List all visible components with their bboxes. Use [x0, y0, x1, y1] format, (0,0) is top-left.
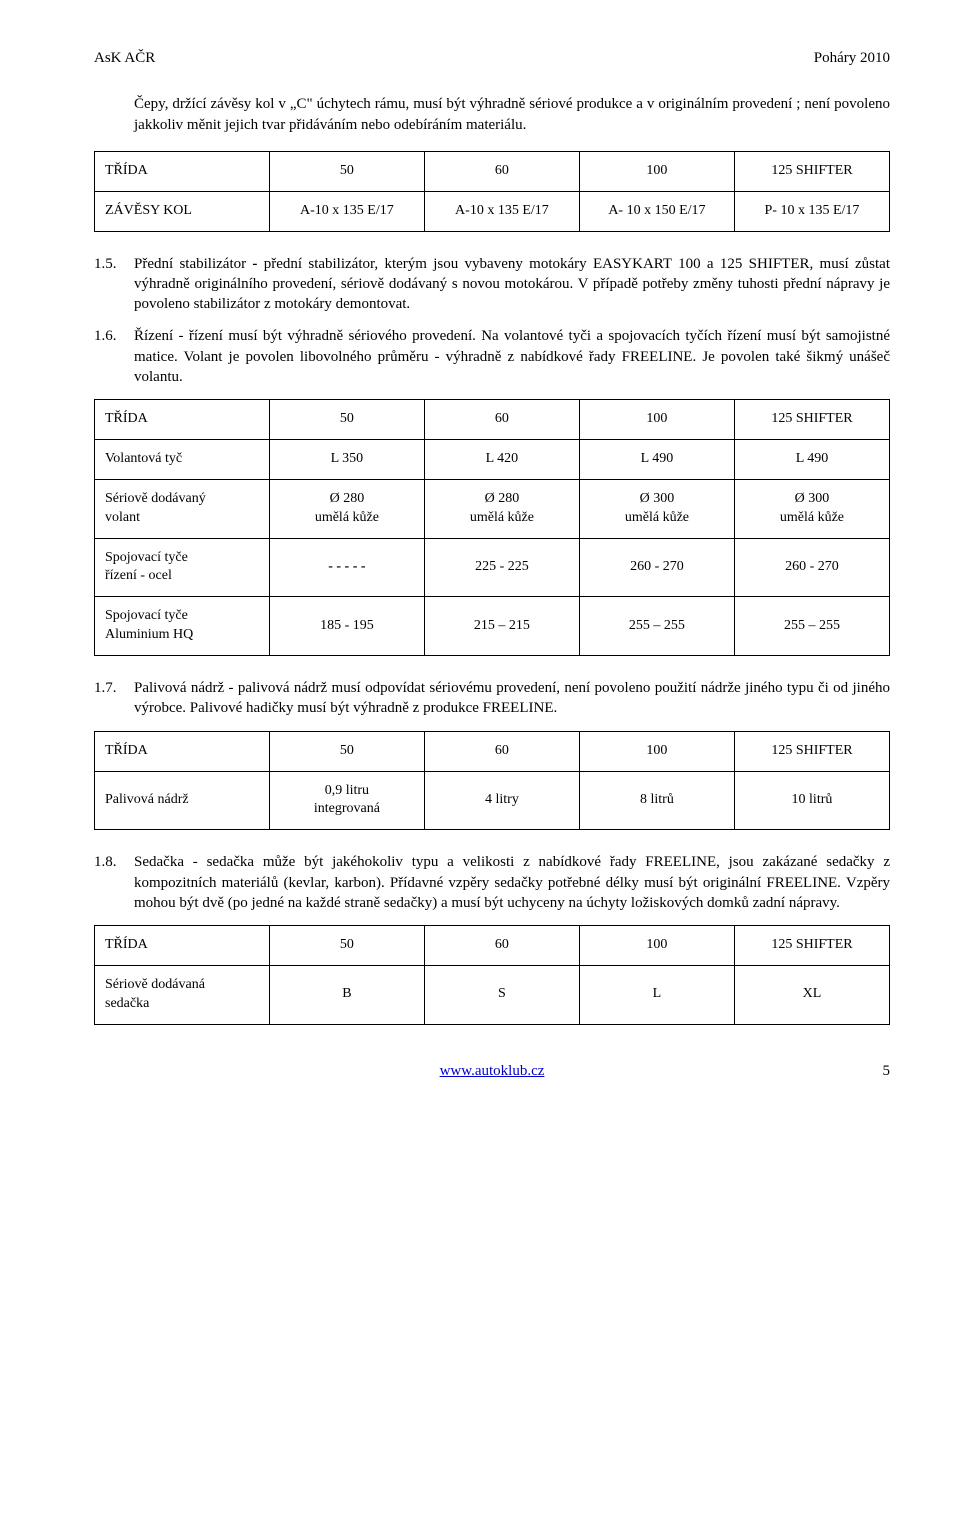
- table-cell: 260 - 270: [734, 538, 889, 597]
- item-text: Řízení - řízení musí být výhradně sériov…: [134, 326, 890, 387]
- table-row: Spojovací tyčeřízení - ocel - - - - - 22…: [95, 538, 890, 597]
- numbered-item-16: 1.6. Řízení - řízení musí být výhradně s…: [94, 326, 890, 387]
- table-cell: 260 - 270: [579, 538, 734, 597]
- table-head-cell: 60: [424, 151, 579, 191]
- table-cell: Ø 280umělá kůže: [269, 479, 424, 538]
- table-row: TŘÍDA 50 60 100 125 SHIFTER: [95, 731, 890, 771]
- table-cell: S: [424, 965, 579, 1024]
- item-number: 1.6.: [94, 326, 134, 387]
- table-cell: L 420: [424, 439, 579, 479]
- table-cell: Ø 300umělá kůže: [579, 479, 734, 538]
- numbered-item-18: 1.8. Sedačka - sedačka může být jakéhoko…: [94, 852, 890, 913]
- table-cell: L: [579, 965, 734, 1024]
- header-left: AsK AČR: [94, 48, 155, 68]
- footer-link[interactable]: www.autoklub.cz: [440, 1063, 545, 1079]
- table-cell: XL: [734, 965, 889, 1024]
- item-text-part: Přední stabilizátor: [134, 256, 252, 272]
- item-text-bold: -: [252, 256, 263, 272]
- table-cell: - - - - -: [269, 538, 424, 597]
- table-head-cell: 100: [579, 151, 734, 191]
- item-number: 1.8.: [94, 852, 134, 913]
- item-number: 1.5.: [94, 254, 134, 315]
- table-cell: L 490: [579, 439, 734, 479]
- table-head-cell: 100: [579, 926, 734, 966]
- table-row: Sériově dodávanývolant Ø 280umělá kůže Ø…: [95, 479, 890, 538]
- table-head-cell: 60: [424, 731, 579, 771]
- footer-page-number: 5: [850, 1061, 890, 1081]
- table-head-cell: 125 SHIFTER: [734, 400, 889, 440]
- table-row: Sériově dodávanásedačka B S L XL: [95, 965, 890, 1024]
- table-row: Volantová tyč L 350 L 420 L 490 L 490: [95, 439, 890, 479]
- table-cell: 215 – 215: [424, 597, 579, 656]
- table-head-cell: TŘÍDA: [95, 151, 270, 191]
- table-cell: A-10 x 135 E/17: [424, 191, 579, 231]
- table-sedacka: TŘÍDA 50 60 100 125 SHIFTER Sériově dodá…: [94, 925, 890, 1025]
- table-head-cell: TŘÍDA: [95, 400, 270, 440]
- footer-center: www.autoklub.cz: [134, 1061, 850, 1081]
- table-head-cell: 60: [424, 926, 579, 966]
- table-row: Palivová nádrž 0,9 litruintegrovaná 4 li…: [95, 771, 890, 830]
- table-cell: Spojovací tyčeřízení - ocel: [95, 538, 270, 597]
- item-text: Palivová nádrž - palivová nádrž musí odp…: [134, 678, 890, 719]
- table-cell: A- 10 x 150 E/17: [579, 191, 734, 231]
- table-rizeni: TŘÍDA 50 60 100 125 SHIFTER Volantová ty…: [94, 399, 890, 656]
- table-cell: A-10 x 135 E/17: [269, 191, 424, 231]
- table-zavesy: TŘÍDA 50 60 100 125 SHIFTER ZÁVĚSY KOL A…: [94, 151, 890, 232]
- table-head-cell: 125 SHIFTER: [734, 151, 889, 191]
- table-cell: Ø 280umělá kůže: [424, 479, 579, 538]
- table-cell: 10 litrů: [734, 771, 889, 830]
- table-cell: 4 litry: [424, 771, 579, 830]
- table-cell: Sériově dodávanásedačka: [95, 965, 270, 1024]
- numbered-item-15: 1.5. Přední stabilizátor - přední stabil…: [94, 254, 890, 315]
- table-row: Spojovací tyčeAluminium HQ 185 - 195 215…: [95, 597, 890, 656]
- table-row: TŘÍDA 50 60 100 125 SHIFTER: [95, 926, 890, 966]
- table-cell: Spojovací tyčeAluminium HQ: [95, 597, 270, 656]
- table-head-cell: 60: [424, 400, 579, 440]
- table-cell: Sériově dodávanývolant: [95, 479, 270, 538]
- table-head-cell: 125 SHIFTER: [734, 731, 889, 771]
- table-head-cell: 125 SHIFTER: [734, 926, 889, 966]
- table-row: TŘÍDA 50 60 100 125 SHIFTER: [95, 400, 890, 440]
- item-text: Přední stabilizátor - přední stabilizáto…: [134, 254, 890, 315]
- table-cell: P- 10 x 135 E/17: [734, 191, 889, 231]
- table-cell: 255 – 255: [579, 597, 734, 656]
- table-cell: L 350: [269, 439, 424, 479]
- table-cell: 185 - 195: [269, 597, 424, 656]
- table-head-cell: TŘÍDA: [95, 926, 270, 966]
- header-right: Poháry 2010: [814, 48, 890, 68]
- table-head-cell: 50: [269, 731, 424, 771]
- table-row: ZÁVĚSY KOL A-10 x 135 E/17 A-10 x 135 E/…: [95, 191, 890, 231]
- table-cell: Volantová tyč: [95, 439, 270, 479]
- page-header: AsK AČR Poháry 2010: [94, 48, 890, 68]
- table-head-cell: 50: [269, 926, 424, 966]
- table-cell: Palivová nádrž: [95, 771, 270, 830]
- table-cell: Ø 300umělá kůže: [734, 479, 889, 538]
- page-footer: www.autoklub.cz 5: [94, 1061, 890, 1081]
- table-head-cell: 50: [269, 151, 424, 191]
- item-number: 1.7.: [94, 678, 134, 719]
- table-cell: B: [269, 965, 424, 1024]
- table-palivova-nadrz: TŘÍDA 50 60 100 125 SHIFTER Palivová nád…: [94, 731, 890, 831]
- table-cell: 8 litrů: [579, 771, 734, 830]
- table-head-cell: 50: [269, 400, 424, 440]
- item-text: Sedačka - sedačka může být jakéhokoliv t…: [134, 852, 890, 913]
- table-head-cell: TŘÍDA: [95, 731, 270, 771]
- table-head-cell: 100: [579, 731, 734, 771]
- table-head-cell: 100: [579, 400, 734, 440]
- table-cell: ZÁVĚSY KOL: [95, 191, 270, 231]
- table-cell: 0,9 litruintegrovaná: [269, 771, 424, 830]
- table-cell: 255 – 255: [734, 597, 889, 656]
- intro-paragraph: Čepy, držící závěsy kol v „C" úchytech r…: [94, 94, 890, 135]
- numbered-item-17: 1.7. Palivová nádrž - palivová nádrž mus…: [94, 678, 890, 719]
- table-cell: 225 - 225: [424, 538, 579, 597]
- table-row: TŘÍDA 50 60 100 125 SHIFTER: [95, 151, 890, 191]
- table-cell: L 490: [734, 439, 889, 479]
